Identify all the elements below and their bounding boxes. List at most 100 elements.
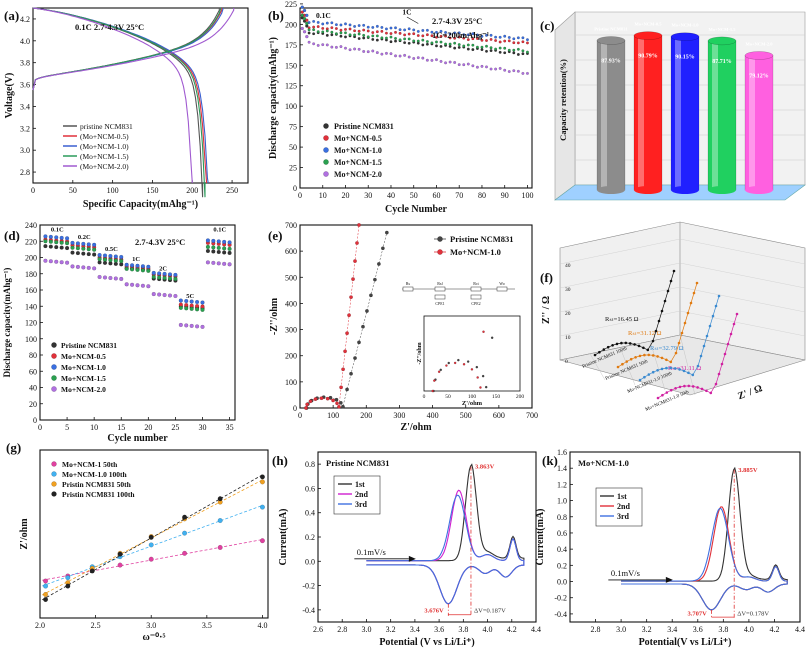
- y-tick-label: 150: [285, 61, 297, 70]
- data-point: [498, 66, 502, 70]
- x-tick-label: 60: [432, 191, 440, 200]
- legend-entry: Mo+NCM-0.5: [61, 352, 106, 361]
- data-point: [86, 265, 91, 270]
- data-point: [325, 29, 329, 33]
- data-point: [173, 293, 178, 299]
- scan-rate-label: 0.1mV/s: [357, 547, 386, 557]
- data-point: [398, 54, 402, 58]
- bar-bottom: [708, 186, 736, 194]
- inset-point: [479, 386, 482, 389]
- data-point: [102, 275, 108, 280]
- inset-tick-label: 150: [492, 394, 501, 400]
- rate-label: 1C: [132, 256, 140, 263]
- data-point: [466, 43, 470, 47]
- x-axis-label: Z' / Ω: [736, 383, 763, 402]
- legend-marker: [51, 353, 57, 359]
- inset-point: [457, 358, 460, 362]
- cv-cycle-curve: [366, 494, 525, 605]
- bar-highlight: [749, 55, 755, 190]
- x-tick-label: 10: [319, 191, 327, 200]
- y-tick-label: 220: [25, 237, 37, 246]
- data-point: [140, 268, 146, 273]
- panel-label: (a): [4, 8, 19, 23]
- data-point: [489, 37, 493, 41]
- data-point: [394, 54, 398, 58]
- legend-entry: Mo+NCM-1.0 100th: [62, 470, 128, 479]
- y-tick-label: 1.0: [557, 497, 567, 506]
- data-point: [343, 27, 347, 31]
- data-point: [371, 49, 375, 53]
- y-tick-label: 40: [29, 384, 37, 393]
- circuit-label: CPE1: [435, 301, 444, 306]
- data-point: [64, 245, 70, 251]
- data-point: [321, 43, 325, 47]
- data-point: [334, 27, 338, 31]
- bar: [744, 55, 774, 191]
- inset-x-label: Z'/ohm: [462, 400, 483, 407]
- x-tick-label: 40: [387, 191, 395, 200]
- data-point: [316, 20, 320, 24]
- data-point: [325, 21, 329, 25]
- data-point: [148, 556, 154, 562]
- legend-entry: Mo+NCM-1.5: [334, 158, 382, 167]
- data-point: [339, 45, 343, 49]
- data-point: [92, 242, 97, 247]
- condition-label: 2.7-4.3V 25°C: [432, 16, 482, 26]
- y-tick-label: 100: [25, 335, 37, 344]
- data-point: [494, 35, 498, 39]
- data-point: [64, 241, 70, 246]
- panel-label: (d): [4, 228, 20, 243]
- data-point: [507, 48, 511, 52]
- inset-point: [482, 330, 485, 334]
- data-point: [348, 27, 352, 31]
- data-point: [516, 52, 520, 56]
- data-point: [75, 246, 81, 251]
- data-point: [59, 240, 64, 245]
- data-point: [316, 25, 320, 29]
- legend-entry: Mo+NCM-2.0: [334, 170, 382, 179]
- data-point: [485, 44, 489, 48]
- data-point: [485, 49, 489, 53]
- data-point: [471, 48, 475, 52]
- data-point: [362, 33, 366, 37]
- y-axis-label: -Z''/ohm: [269, 297, 280, 335]
- y-tick-label: 700: [285, 221, 297, 230]
- data-point: [376, 262, 381, 266]
- peak-label: 3.863V: [475, 464, 495, 471]
- y-axis-label: Current(mA): [278, 508, 289, 565]
- bar-highlight: [675, 36, 681, 191]
- rate-label: 0.1C: [51, 227, 64, 234]
- legend-entry: Mo+NCM-1.0: [334, 146, 382, 155]
- data-point: [348, 33, 352, 37]
- data-point: [394, 26, 398, 30]
- data-point: [97, 274, 102, 280]
- x-tick-label: 200: [186, 186, 198, 195]
- data-point: [330, 21, 334, 25]
- data-point: [425, 28, 429, 32]
- bar-bottom: [634, 186, 662, 194]
- data-point: [389, 35, 393, 39]
- circuit-label: CPE2: [471, 301, 480, 306]
- y-axis-label: Capacity retention(%): [558, 59, 568, 141]
- data-point: [453, 36, 457, 40]
- data-point: [216, 245, 221, 251]
- x-tick-label: 3.6: [434, 625, 444, 634]
- data-point: [330, 30, 334, 34]
- data-point: [512, 41, 516, 45]
- data-point: [119, 254, 124, 260]
- y-tick-label: 20: [29, 400, 37, 409]
- data-point: [216, 261, 221, 266]
- cv-cycle-curve: [366, 489, 525, 605]
- y-tick-label: 4.2: [20, 15, 30, 24]
- data-point: [321, 30, 325, 34]
- panel-label: (c): [540, 18, 554, 33]
- peak-label: 3.885V: [738, 467, 758, 474]
- bar-top: [744, 51, 774, 60]
- grid-line: [679, 286, 806, 313]
- inset-point: [484, 385, 488, 389]
- data-point: [466, 62, 470, 66]
- grid-line: [679, 238, 806, 265]
- grid-line: [679, 310, 806, 337]
- y-tick-label: 1.6: [557, 448, 567, 457]
- data-point: [259, 538, 265, 544]
